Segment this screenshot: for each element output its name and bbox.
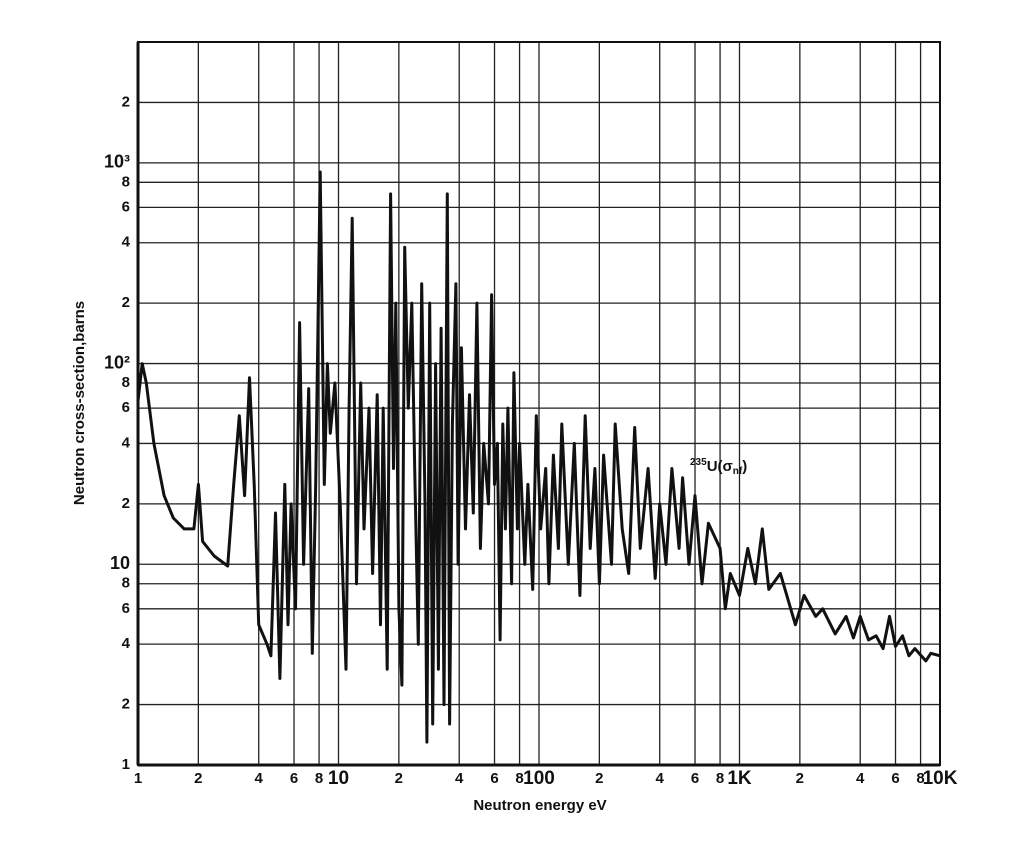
y-tick-label: 8 [122,374,130,391]
y-tick-label: 2 [122,495,130,512]
y-tick-label: 10² [104,352,130,372]
x-tick-label: 2 [595,770,603,787]
y-tick-label: 4 [122,434,131,451]
x-tick-label: 4 [455,770,464,787]
y-tick-label: 4 [122,635,131,652]
y-tick-label: 10³ [104,152,130,172]
x-tick-label: 4 [255,770,264,787]
x-tick-label: 6 [290,770,298,787]
y-tick-label: 2 [122,93,130,110]
x-tick-label: 10 [328,768,349,789]
y-tick-label: 1 [122,756,130,773]
y-tick-label: 6 [122,600,130,617]
y-tick-label: 6 [122,198,130,215]
x-tick-label: 2 [194,770,202,787]
y-tick-label: 8 [122,173,130,190]
x-tick-label: 1K [727,768,752,789]
y-tick-label: 10 [110,553,130,573]
x-tick-label: 10K [923,768,958,789]
x-tick-label: 4 [856,770,865,787]
data-line [136,170,941,744]
y-tick-label: 4 [122,234,131,251]
x-tick-label: 8 [315,770,323,787]
annotation-part: ) [742,458,747,475]
y-axis-title: Neutron cross-section,barns [71,301,88,505]
x-tick-label: 8 [716,770,724,787]
x-tick-label: 4 [656,770,665,787]
y-tick-label: 2 [122,294,130,311]
y-tick-label: 8 [122,575,130,592]
x-tick-label: 6 [490,770,498,787]
annotation-part: nf [733,466,743,477]
x-tick-label: 100 [523,768,555,789]
x-tick-label: 1 [134,770,142,787]
x-tick-label: 2 [395,770,403,787]
y-tick-label: 6 [122,399,130,416]
x-tick-label: 8 [916,770,924,787]
x-tick-label: 8 [515,770,523,787]
annotation-part: U(σ [707,458,733,475]
x-axis-title: Neutron energy eV [473,797,606,814]
annotation: 235U(σnf) [690,457,747,477]
annotation-part: 235 [690,457,707,468]
y-tick-label: 2 [122,696,130,713]
x-tick-label: 6 [891,770,899,787]
x-tick-label: 2 [796,770,804,787]
x-tick-label: 6 [691,770,699,787]
